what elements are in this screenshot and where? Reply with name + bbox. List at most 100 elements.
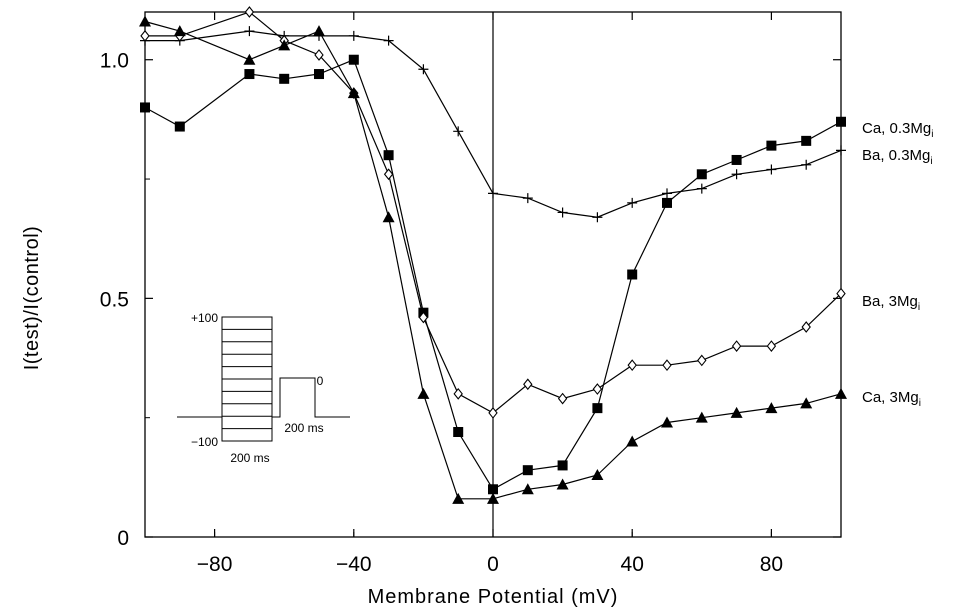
series-label: Ba, 3Mgi	[862, 293, 920, 313]
data-point-diamond	[662, 359, 672, 372]
series-label: Ca, 0.3Mgi	[862, 120, 933, 140]
data-point-triangle	[243, 53, 256, 65]
data-point-plus	[627, 197, 638, 208]
data-point-triangle	[417, 387, 430, 399]
data-point-triangle	[382, 211, 395, 223]
data-point-diamond	[592, 383, 603, 395]
data-point-square	[662, 197, 672, 208]
inset-test-level-label: 0	[317, 374, 324, 388]
inset-protocol-lines	[177, 316, 350, 442]
series-label: Ca, 3Mgi	[862, 389, 921, 409]
inset-test-pulse	[272, 377, 350, 418]
x-tick-label: −40	[336, 553, 372, 576]
inset-test-duration-label: 200 ms	[284, 421, 323, 435]
data-point-plus	[348, 30, 359, 41]
data-point-triangle	[765, 402, 778, 414]
data-point-diamond	[314, 49, 324, 61]
data-point-triangle	[730, 406, 743, 418]
x-axis-title: Membrane Potential (mV)	[368, 586, 619, 608]
data-point-triangle	[487, 492, 499, 504]
data-point-plus	[244, 26, 255, 37]
series-label-subscript: i	[918, 302, 920, 313]
data-point-diamond	[488, 407, 498, 419]
x-tick-label: 40	[621, 553, 644, 576]
y-tick-label: 0	[117, 527, 129, 550]
data-point-triangle	[591, 468, 604, 480]
voltage-protocol-inset: +100 −100 200 ms 200 ms 0	[177, 311, 350, 465]
data-point-diamond	[836, 287, 846, 300]
data-point-square	[836, 116, 846, 127]
data-point-triangle	[313, 25, 325, 37]
series-label-subscript: i	[931, 129, 933, 140]
data-point-plus	[522, 193, 533, 204]
x-tick-label: 80	[760, 553, 783, 576]
data-point-diamond	[523, 378, 533, 391]
data-point-square	[140, 102, 150, 113]
data-point-diamond	[453, 387, 463, 400]
data-point-triangle	[173, 25, 186, 37]
data-point-diamond	[801, 321, 811, 333]
data-point-diamond	[557, 392, 568, 405]
data-point-triangle	[452, 492, 465, 504]
x-tick-label: −80	[197, 553, 233, 576]
data-point-plus	[592, 212, 603, 223]
data-point-triangle	[347, 87, 360, 99]
data-point-plus	[662, 188, 672, 199]
data-point-diamond	[418, 311, 429, 324]
data-point-diamond	[766, 340, 777, 352]
series-label-subscript: i	[919, 398, 921, 409]
data-point-plus	[383, 35, 394, 46]
data-point-diamond	[697, 354, 707, 367]
data-point-diamond	[627, 359, 637, 372]
series-label: Ba, 0.3Mgi	[862, 147, 933, 167]
data-point-triangle	[800, 397, 813, 409]
data-point-diamond	[140, 29, 150, 42]
series-line	[145, 30, 842, 218]
data-point-triangle	[556, 478, 569, 490]
inset-bottom-label: −100	[191, 435, 218, 449]
data-point-plus	[488, 188, 498, 199]
inset-top-label: +100	[191, 311, 218, 325]
y-tick-label: 1.0	[100, 50, 129, 73]
data-point-square	[348, 54, 359, 65]
data-point-square	[696, 169, 707, 180]
data-point-triangle	[139, 15, 151, 27]
data-point-plus	[801, 159, 812, 170]
data-point-triangle	[626, 435, 639, 447]
data-point-square	[383, 150, 394, 161]
axes: −80 −40 0 40 80 0 0.5 1.0	[100, 12, 841, 576]
inset-prepulse-duration-label: 200 ms	[230, 451, 269, 465]
data-point-plus	[836, 145, 846, 156]
y-tick-label: 0.5	[100, 288, 129, 311]
data-point-plus	[731, 169, 742, 180]
data-point-square	[453, 427, 464, 437]
data-point-triangle	[278, 39, 291, 51]
data-point-square	[244, 69, 255, 80]
series-label-subscript: i	[930, 156, 932, 167]
data-point-plus	[557, 207, 568, 218]
series-line	[144, 20, 842, 500]
data-point-plus	[696, 183, 707, 194]
data-point-square	[766, 140, 777, 151]
y-axis-title: I(test)/I(control)	[21, 226, 43, 371]
data-point-square	[801, 135, 812, 146]
data-point-square	[627, 269, 638, 280]
data-point-plus	[766, 164, 777, 175]
data-point-plus	[453, 126, 464, 137]
data-point-diamond	[383, 168, 394, 181]
data-point-square	[314, 69, 324, 80]
series-labels: Ca, 0.3Mgi Ba, 0.3Mgi Ba, 3Mgi Ca, 3Mgi	[862, 120, 933, 409]
series-lines	[144, 11, 842, 500]
data-point-square	[592, 403, 603, 414]
data-point-triangle	[661, 416, 673, 428]
x-tick-label: 0	[487, 553, 499, 576]
data-point-triangle	[835, 387, 847, 399]
data-point-square	[279, 73, 290, 84]
data-point-square	[557, 460, 568, 471]
data-point-plus	[418, 64, 429, 75]
data-point-square	[488, 484, 498, 495]
data-point-triangle	[521, 483, 534, 495]
series-line	[144, 58, 842, 491]
data-point-square	[731, 154, 742, 165]
